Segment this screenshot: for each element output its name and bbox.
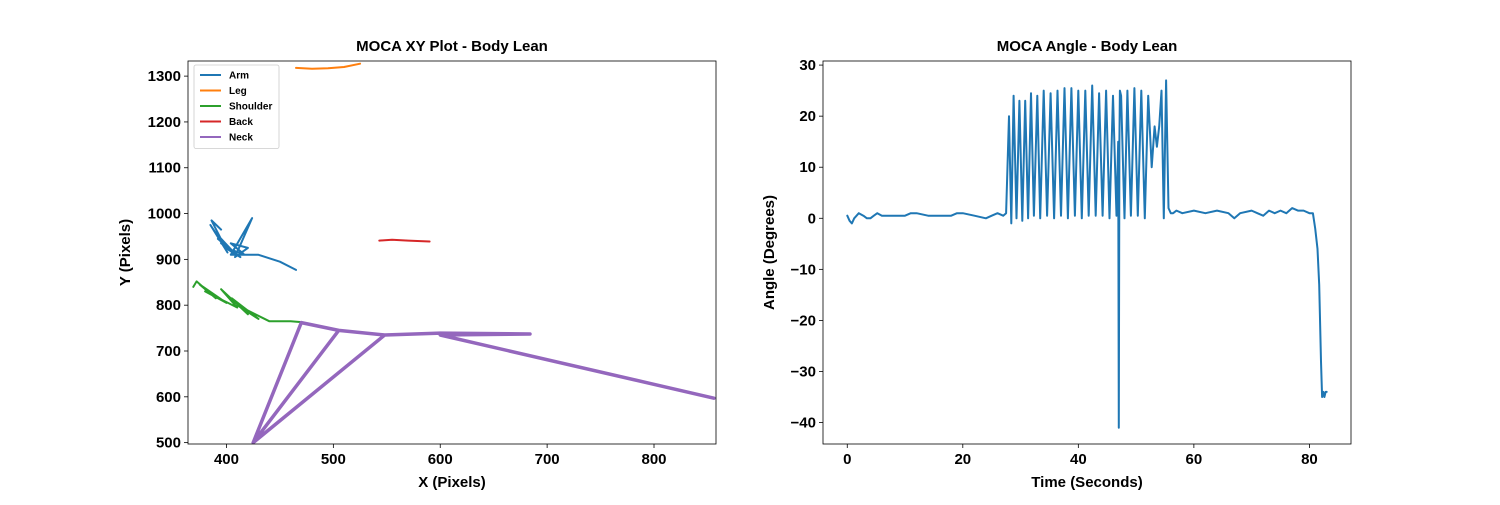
x-tick-label: 40 <box>1070 451 1087 468</box>
x-tick-label: 80 <box>1301 451 1318 468</box>
y-tick-label: −10 <box>791 261 816 278</box>
y-tick-label: 10 <box>799 159 816 176</box>
series-line-arm <box>209 217 297 271</box>
xy-plot-axes: MOCA XY Plot - Body Lean 400 500 600 700 800… <box>117 38 717 491</box>
xy-plot-xlabel: X (Pixels) <box>418 474 486 491</box>
x-tick-label: 400 <box>214 451 239 468</box>
y-tick-label: 1000 <box>148 206 181 223</box>
y-tick-label: 1200 <box>148 114 181 131</box>
series-line-angle <box>846 79 1328 429</box>
series-line-back <box>378 238 431 243</box>
y-tick-label: 0 <box>808 210 816 227</box>
x-tick-label: 600 <box>428 451 453 468</box>
x-tick-label: 800 <box>641 451 666 468</box>
y-tick-label: 600 <box>156 389 181 406</box>
x-tick-label: 700 <box>535 451 560 468</box>
series-line-neck <box>251 320 716 444</box>
legend-label-shoulder: Shoulder <box>229 102 272 113</box>
angle-plot-title: MOCA Angle - Body Lean <box>997 38 1178 55</box>
y-tick-label: 1300 <box>148 68 181 85</box>
legend-label-arm: Arm <box>229 71 249 82</box>
y-tick-label: −20 <box>791 312 816 329</box>
series-line-shoulder <box>192 280 303 324</box>
x-tick-label: 60 <box>1186 451 1203 468</box>
xy-plot-series-group <box>192 62 716 444</box>
angle-plot-frame <box>822 60 1352 445</box>
y-tick-label: 800 <box>156 297 181 314</box>
x-tick-label: 0 <box>843 451 851 468</box>
angle-plot-xlabel: Time (Seconds) <box>1031 474 1142 491</box>
xy-plot-frame <box>187 60 717 445</box>
legend-label-leg: Leg <box>229 86 247 97</box>
y-tick-label: −30 <box>791 363 816 380</box>
legend-label-neck: Neck <box>229 133 253 144</box>
x-tick-label: 20 <box>954 451 971 468</box>
xy-plot-ylabel: Y (Pixels) <box>117 219 134 286</box>
xy-plot-legend: Arm Leg Shoulder Back Neck <box>193 64 280 149</box>
angle-plot-ylabel: Angle (Degrees) <box>761 195 778 310</box>
x-tick-label: 500 <box>321 451 346 468</box>
angle-plot-ticks: 0 20 40 60 80 30 20 10 0 −10 −20 −30 −40 <box>791 57 1318 468</box>
angle-plot-series-group <box>846 79 1328 429</box>
y-tick-label: 30 <box>799 57 816 74</box>
y-tick-label: 1100 <box>148 160 181 177</box>
y-tick-label: 500 <box>156 435 181 452</box>
y-tick-label: 900 <box>156 251 181 268</box>
angle-plot-axes: MOCA Angle - Body Lean 0 20 40 60 80 30 20 10 0 −… <box>761 38 1352 491</box>
series-line-leg <box>295 62 362 70</box>
y-tick-label: −40 <box>791 415 816 432</box>
y-tick-label: 700 <box>156 343 181 360</box>
y-tick-label: 20 <box>799 108 816 125</box>
xy-plot-ticks: 400 500 600 700 800 500 600 700 800 900 1000 1100 12… <box>148 68 667 468</box>
xy-plot-title: MOCA XY Plot - Body Lean <box>356 38 548 55</box>
legend-box <box>193 64 280 149</box>
legend-label-back: Back <box>229 117 253 128</box>
